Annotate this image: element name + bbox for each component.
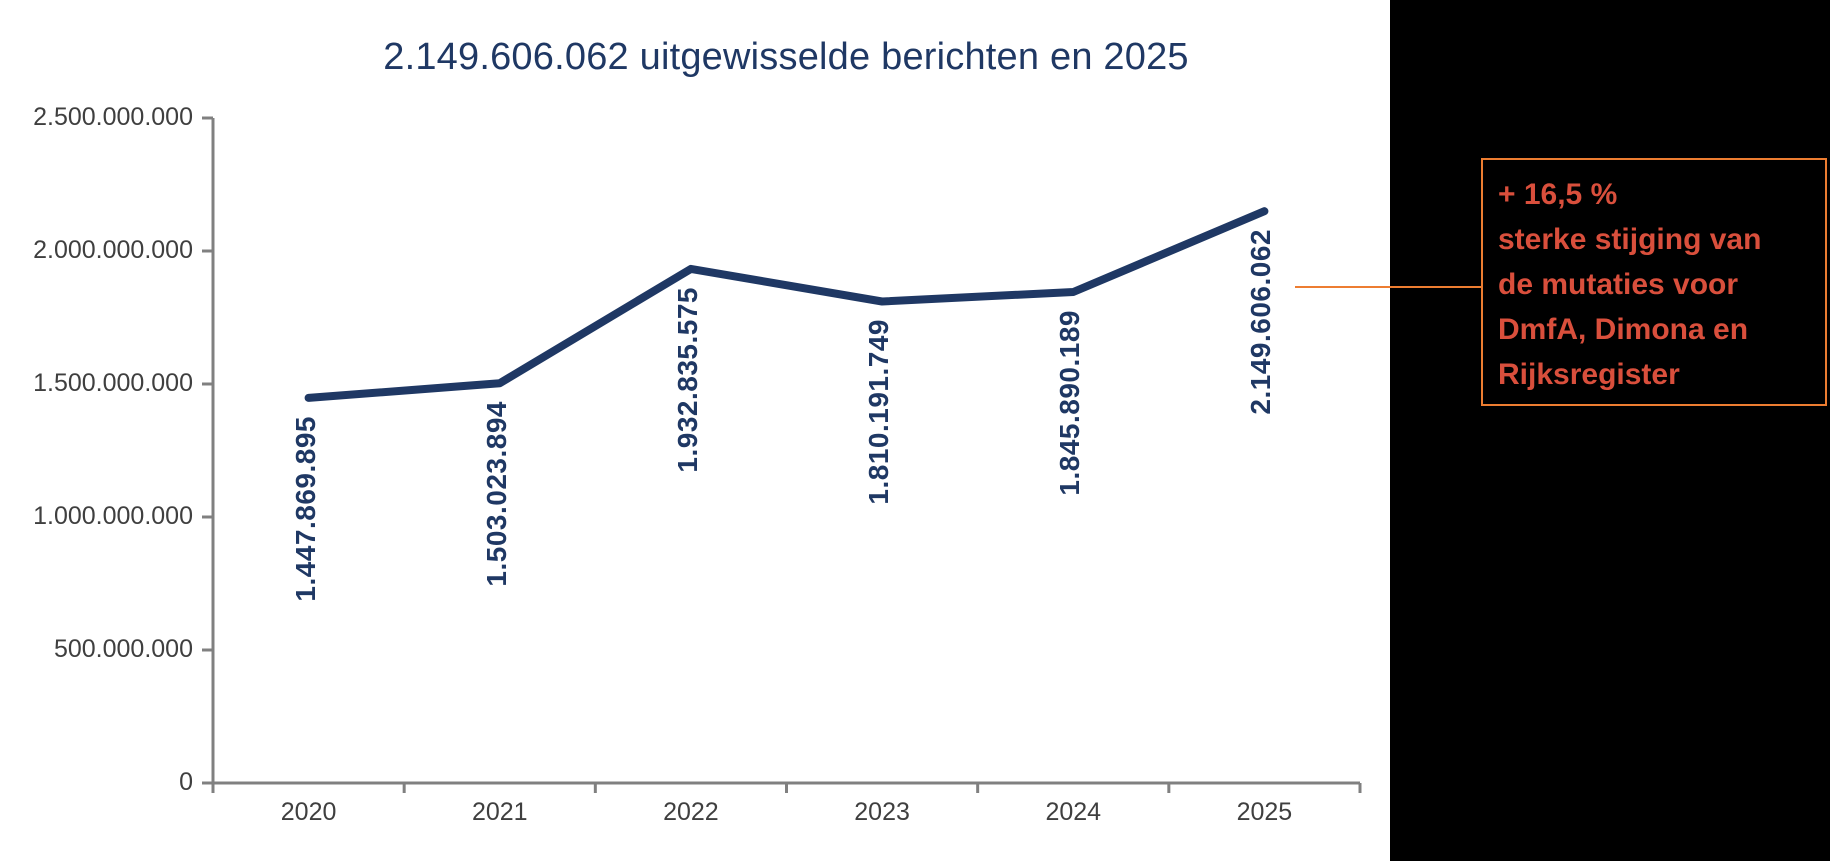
y-axis-label: 2.500.000.000 (33, 103, 193, 131)
annotation-connector-line (1295, 286, 1481, 288)
annotation-line-percentage: + 16,5 % (1498, 178, 1618, 211)
x-axis-label-2024: 2024 (1045, 798, 1102, 826)
black-side-panel (1390, 0, 1830, 861)
annotation-line: de mutaties voor (1498, 268, 1739, 301)
x-axis-label-2025: 2025 (1236, 798, 1293, 826)
data-label-2024: 1.845.890.189 (1054, 309, 1086, 496)
annotation-line: Rijksregister (1498, 358, 1680, 391)
data-label-2025: 2.149.606.062 (1245, 229, 1277, 415)
annotation-callout-box: + 16,5 % sterke stijging van de mutaties… (1481, 158, 1827, 406)
y-axis-label: 1.500.000.000 (33, 369, 193, 397)
data-label-2023: 1.810.191.749 (863, 319, 895, 506)
x-axis-label-2022: 2022 (663, 798, 719, 826)
data-label-2022: 1.932.835.575 (671, 286, 703, 473)
y-axis-label: 0 (179, 768, 193, 796)
y-axis-label: 500.000.000 (53, 635, 193, 663)
annotation-line: DmfA, Dimona en (1498, 313, 1749, 346)
y-axis-label: 2.000.000.000 (33, 236, 193, 264)
x-axis-label-2021: 2021 (471, 798, 528, 826)
annotation-line: sterke stijging van (1498, 223, 1762, 256)
x-axis-label-2023: 2023 (854, 798, 910, 826)
y-axis-label: 1.000.000.000 (33, 502, 193, 530)
data-label-2020: 1.447.869.895 (289, 415, 321, 602)
data-label-2021: 1.503.023.894 (480, 401, 512, 587)
chart-title: 2.149.606.062 uitgewisselde berichten en… (383, 36, 1189, 78)
x-axis-label-2020: 2020 (280, 798, 337, 826)
line-chart-plot-area (202, 116, 1362, 793)
series-line (304, 207, 1269, 402)
